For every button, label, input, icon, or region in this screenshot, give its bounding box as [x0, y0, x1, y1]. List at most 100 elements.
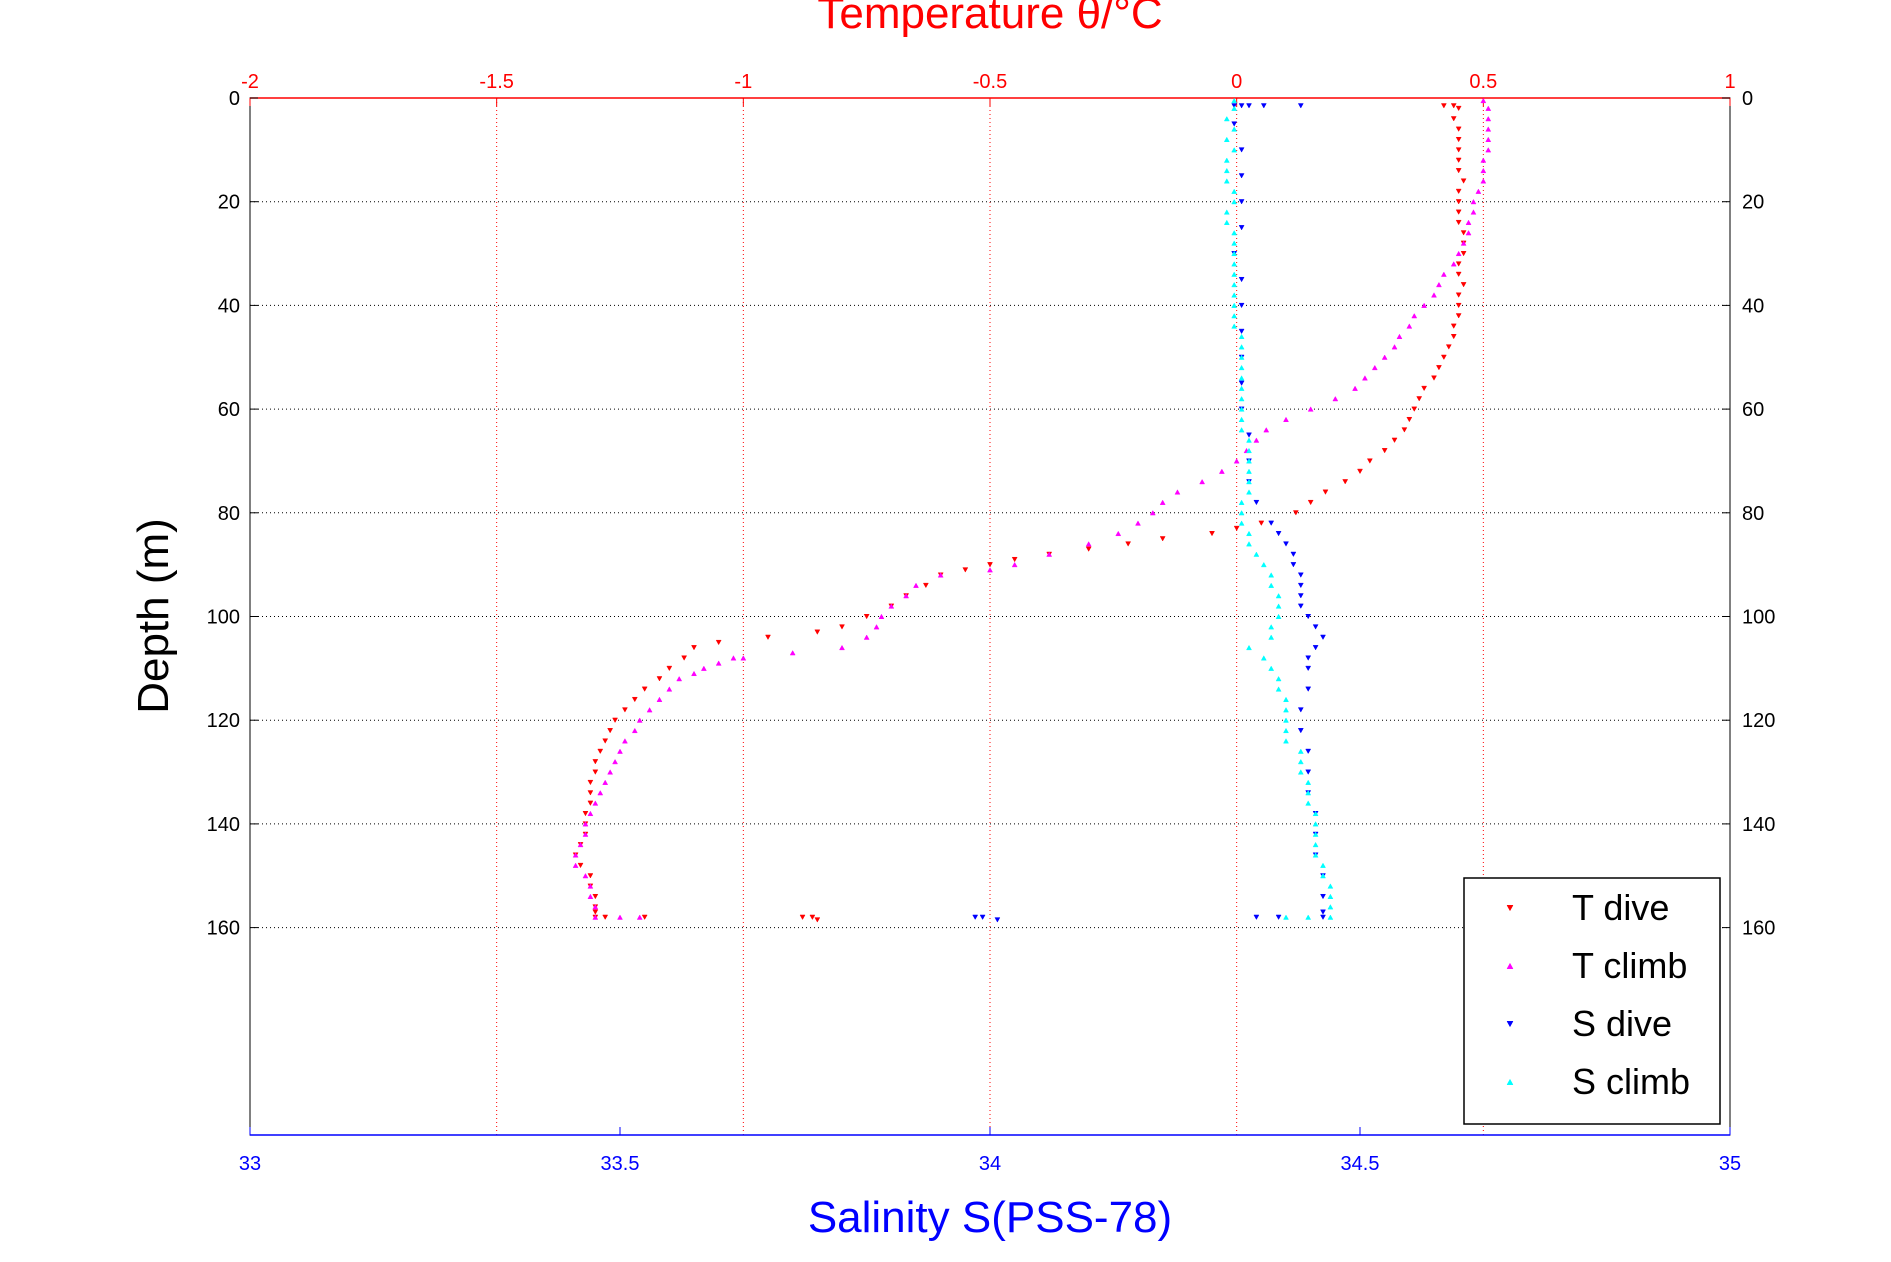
bottom-tick-label: 34 [979, 1153, 1001, 1175]
legend-label: T dive [1572, 887, 1669, 928]
left-tick-label: 100 [207, 607, 240, 629]
data-point [1238, 147, 1245, 153]
data-point [1159, 536, 1166, 542]
data-point [1231, 198, 1238, 205]
data-point [1406, 323, 1413, 329]
data-point [962, 567, 969, 573]
data-point [1305, 665, 1312, 672]
data-point [572, 852, 579, 858]
data-point [789, 650, 796, 656]
data-point [1011, 561, 1018, 568]
data-point [592, 909, 599, 915]
data-point [1275, 686, 1282, 692]
data-point [1297, 103, 1304, 109]
data-point [1238, 199, 1245, 205]
y-axis-title: Depth (m) [129, 518, 178, 714]
data-point [1327, 904, 1334, 910]
data-point [1455, 199, 1462, 205]
data-point [1465, 230, 1472, 236]
data-point [715, 660, 722, 666]
legend-marker [1506, 962, 1514, 969]
right-tick-label: 20 [1742, 192, 1764, 214]
data-point [1297, 582, 1304, 589]
left-tick-label: 20 [218, 192, 240, 214]
data-point [1485, 105, 1492, 111]
data-point [1307, 406, 1314, 412]
data-point [1246, 478, 1252, 485]
data-point [1263, 427, 1270, 433]
data-point [1283, 707, 1289, 713]
data-point [1231, 126, 1238, 132]
data-point [1470, 198, 1477, 205]
data-point [937, 572, 944, 578]
data-point [1312, 852, 1319, 858]
data-point [681, 655, 688, 661]
data-point [1268, 634, 1275, 640]
data-point [1253, 914, 1260, 920]
points-layer [572, 97, 1492, 923]
right-tick-label: 160 [1742, 918, 1775, 940]
data-point [1231, 323, 1238, 329]
data-point [1231, 97, 1238, 104]
right-tick-label: 80 [1742, 503, 1764, 525]
data-point [1297, 603, 1304, 609]
data-point [597, 790, 604, 796]
right-tick-label: 60 [1742, 399, 1764, 421]
data-point [1320, 634, 1326, 641]
data-point [582, 811, 589, 817]
bottom-tick-label: 33 [239, 1153, 261, 1175]
data-point [587, 779, 594, 786]
bottom-tick-label: 33.5 [601, 1153, 640, 1175]
data-point [656, 676, 663, 682]
data-point [587, 883, 594, 889]
data-point [1238, 103, 1245, 109]
data-point [1305, 614, 1312, 620]
data-point [1371, 364, 1378, 371]
data-point [617, 748, 623, 754]
data-point [592, 904, 599, 910]
data-point [1268, 572, 1275, 578]
data-point [1391, 344, 1398, 350]
data-point [587, 810, 594, 817]
data-point [622, 738, 628, 744]
data-point [592, 893, 599, 900]
data-point [1231, 240, 1238, 246]
data-point [631, 696, 638, 703]
bottom-tick-label: 34.5 [1341, 1153, 1380, 1175]
data-point [592, 759, 599, 765]
data-point [1297, 593, 1304, 599]
data-point [1460, 178, 1467, 184]
data-point [1085, 541, 1092, 547]
data-point [1238, 276, 1245, 283]
data-point [1246, 541, 1252, 547]
data-point [1320, 872, 1326, 879]
data-point [1480, 157, 1487, 163]
data-point [1260, 561, 1267, 568]
data-point [1283, 738, 1289, 744]
data-point [1485, 115, 1492, 122]
left-tick-label: 80 [218, 503, 240, 525]
data-point [1455, 105, 1462, 112]
data-point [1275, 531, 1282, 537]
data-point [1406, 416, 1413, 423]
top-tick-label: -1.5 [479, 71, 513, 93]
data-point [863, 614, 870, 620]
data-point [1238, 499, 1245, 505]
data-point [631, 727, 638, 734]
data-point [1253, 499, 1260, 506]
data-point [1275, 675, 1282, 682]
data-point [1268, 665, 1275, 671]
data-point [1305, 779, 1312, 785]
data-point [1440, 103, 1447, 109]
data-point [1455, 302, 1462, 309]
data-point [592, 800, 599, 806]
data-point [1431, 375, 1437, 381]
data-point [1485, 147, 1492, 153]
data-point [587, 790, 594, 796]
data-point [1312, 624, 1319, 630]
data-point [1149, 510, 1156, 516]
data-point [646, 707, 653, 713]
data-point [1174, 489, 1181, 495]
data-point [1115, 530, 1122, 537]
